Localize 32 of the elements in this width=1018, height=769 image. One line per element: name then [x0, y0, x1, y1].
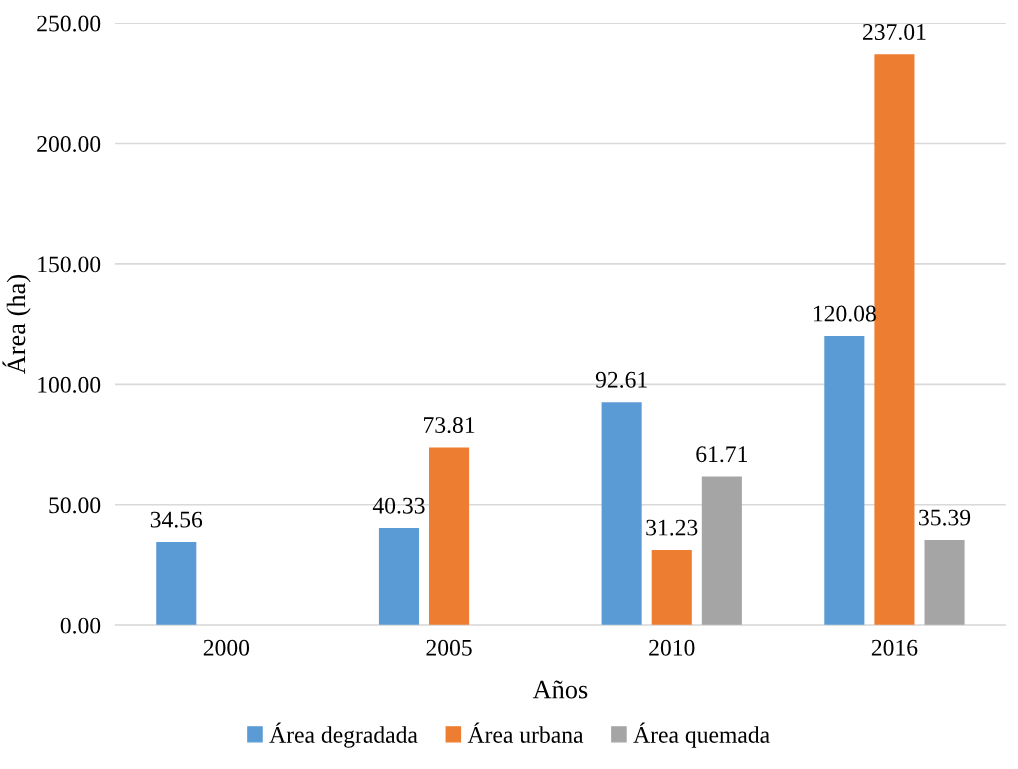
- x-tick-label: 2010: [649, 639, 695, 656]
- legend-label: Área degradada: [269, 722, 418, 748]
- y-tick-label: 250.00: [37, 15, 101, 32]
- bar: [378, 528, 419, 626]
- y-tick-label: 100.00: [38, 376, 101, 393]
- bar: [601, 402, 642, 626]
- y-axis-title: Área (ha): [2, 275, 31, 375]
- x-tick-label: 2005: [426, 639, 472, 656]
- legend-label: Área urbana: [467, 722, 584, 743]
- data-label: 40.33: [372, 497, 425, 514]
- x-axis-title: Años: [532, 680, 588, 699]
- data-label: 61.71: [696, 446, 747, 463]
- y-tick-label: 200.00: [37, 135, 101, 153]
- x-tick-label: 2000: [203, 639, 250, 656]
- data-label: 92.61: [595, 371, 647, 388]
- data-label: 31.23: [646, 519, 698, 536]
- data-label: 237.01: [863, 23, 926, 41]
- y-tick-label: 0.00: [60, 617, 101, 634]
- bar: [824, 335, 865, 626]
- legend-label: Área quemada: [633, 722, 770, 748]
- bar: [651, 549, 692, 626]
- y-tick-label: 150.00: [38, 256, 101, 273]
- data-label: 35.39: [919, 509, 971, 526]
- data-label: 34.56: [150, 511, 203, 528]
- bar: [701, 476, 742, 626]
- x-tick-label: 2016: [871, 639, 918, 656]
- bar: [874, 54, 915, 626]
- bar: [429, 447, 470, 626]
- bar: [156, 541, 197, 626]
- bar: [924, 539, 965, 626]
- y-tick-label: 50.00: [49, 497, 101, 514]
- data-label: 73.81: [424, 417, 475, 434]
